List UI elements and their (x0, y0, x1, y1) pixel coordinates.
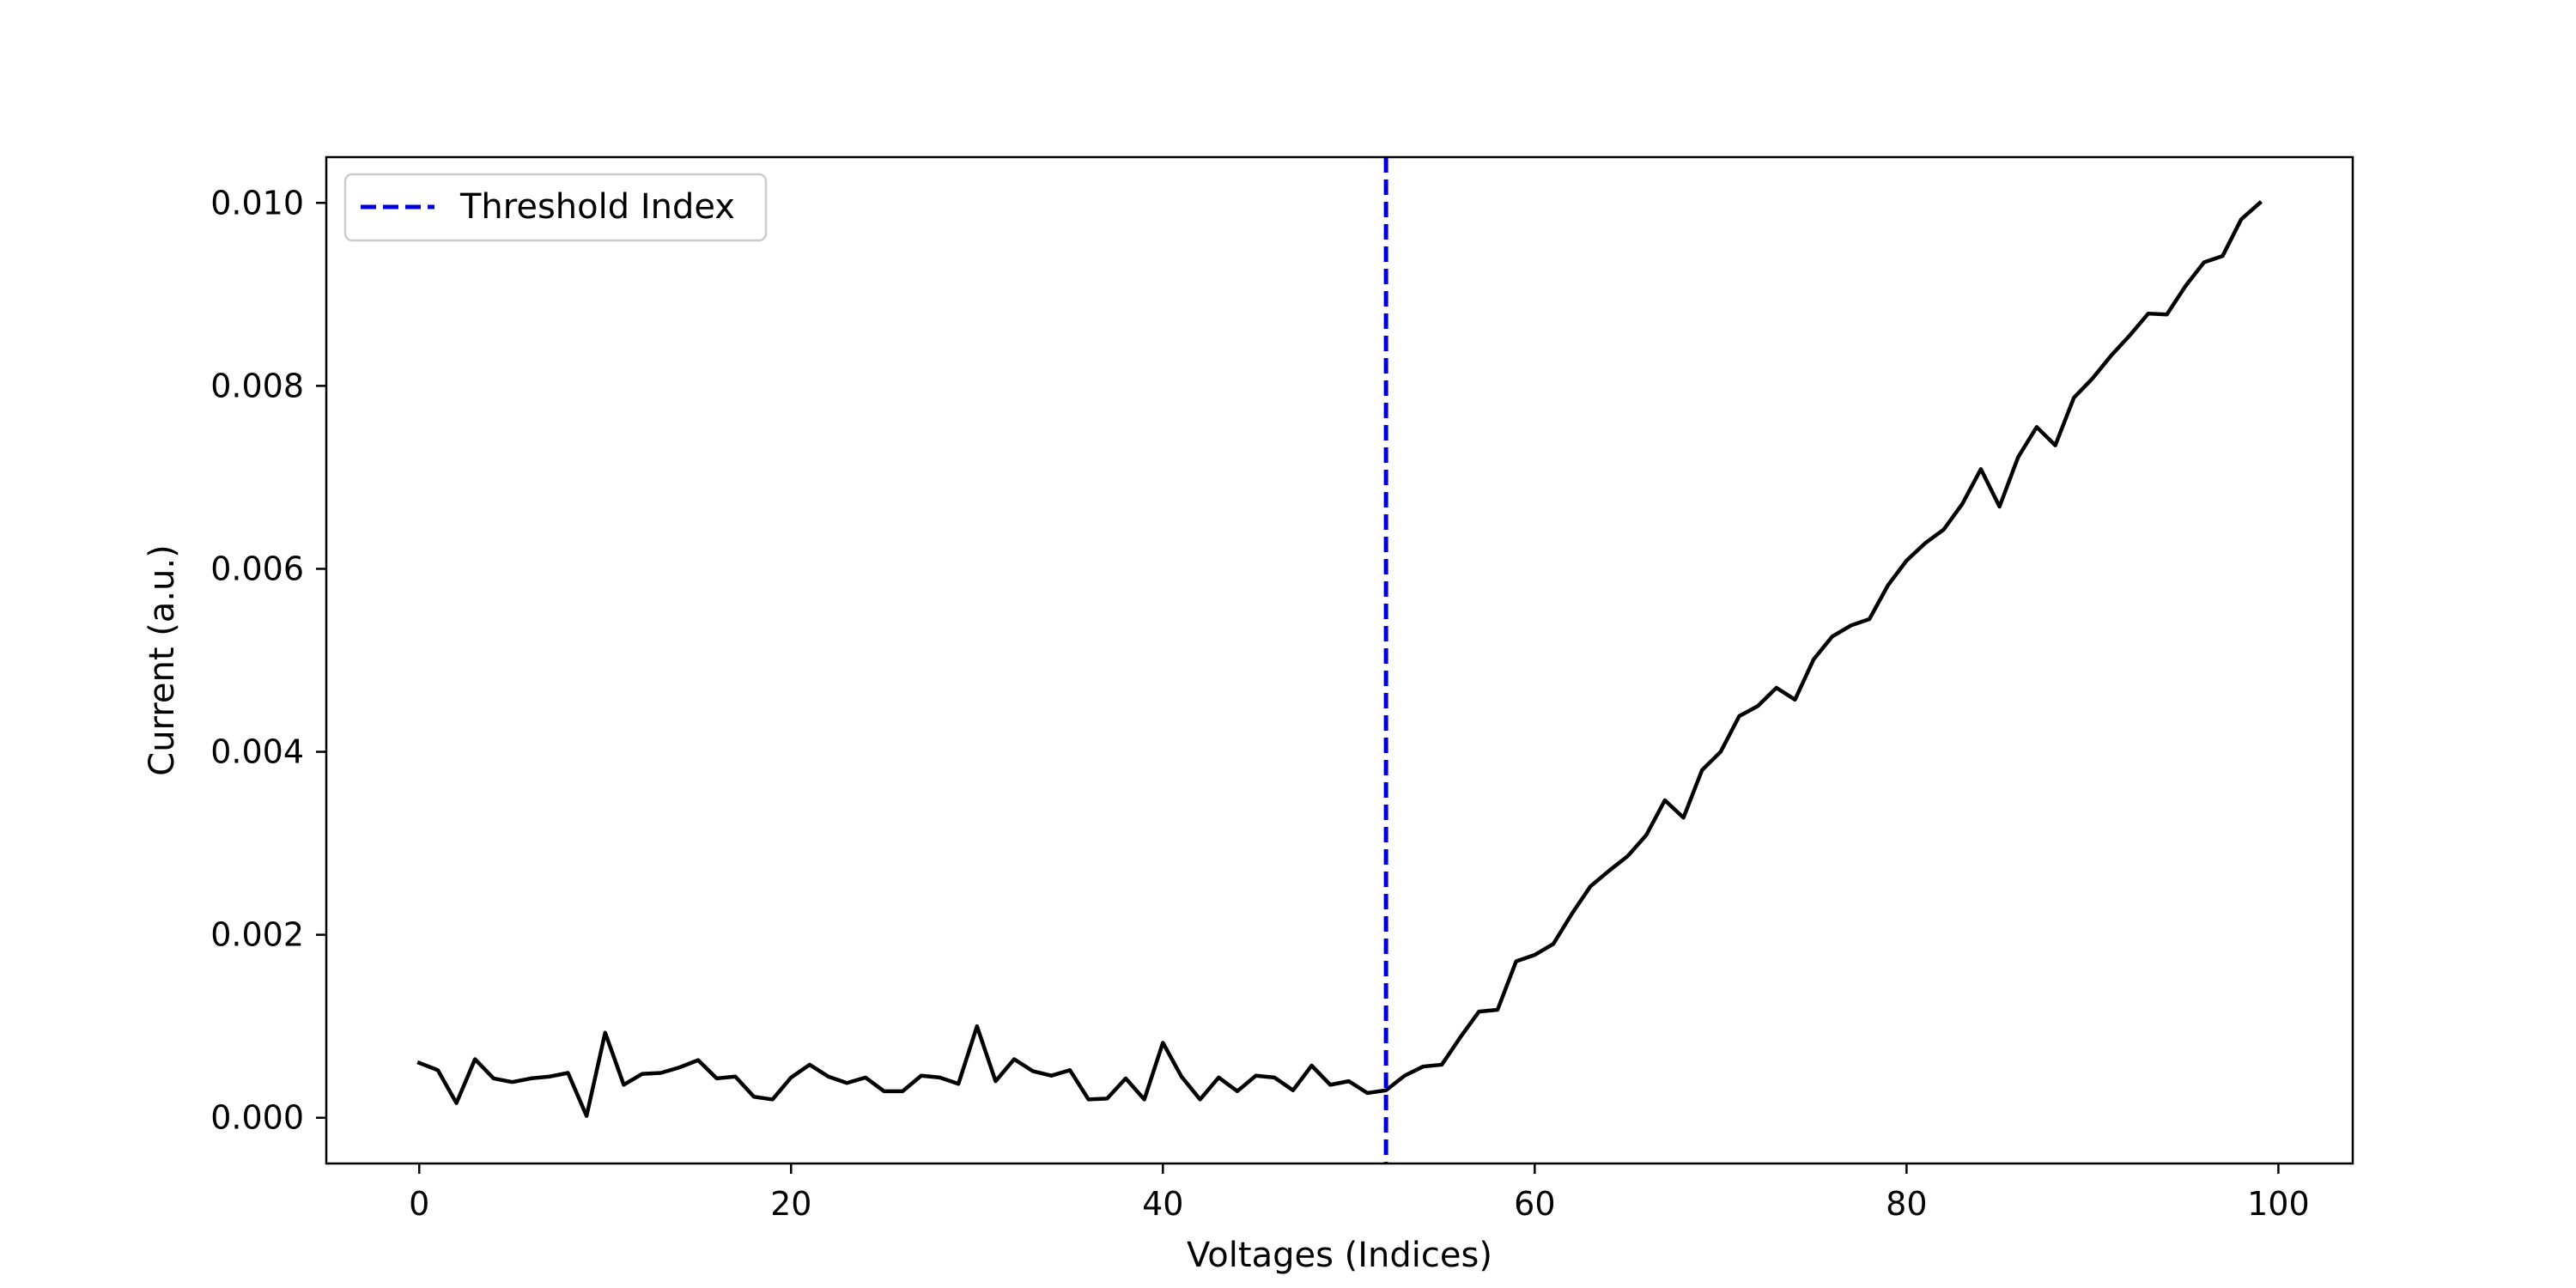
y-tick-label: 0.006 (210, 550, 304, 587)
y-tick-label: 0.010 (210, 184, 304, 222)
legend-label-threshold: Threshold Index (459, 187, 735, 227)
x-tick-label: 60 (1514, 1185, 1555, 1223)
y-tick-label: 0.004 (210, 733, 304, 771)
series-line-current (416, 200, 2263, 1118)
y-tick-label: 0.000 (210, 1099, 304, 1137)
x-tick-label: 80 (1886, 1185, 1927, 1223)
plot-area (416, 157, 2263, 1163)
legend-box (343, 173, 768, 242)
y-tick-label: 0.008 (210, 367, 304, 404)
x-axis-label: Voltages (Indices) (1187, 1236, 1492, 1275)
x-tick-label: 100 (2247, 1185, 2310, 1223)
x-tick-label: 0 (409, 1185, 429, 1223)
y-tick-label: 0.002 (210, 916, 304, 954)
x-tick-label: 40 (1142, 1185, 1183, 1223)
x-tick-label: 20 (770, 1185, 811, 1223)
axes-frame (325, 155, 2354, 1165)
y-axis-label: Current (a.u.) (143, 544, 182, 775)
axis-ticks: 0 20 40 60 80 100 0.000 0.002 0.004 0.006 0.008 0.0… (210, 184, 2309, 1223)
legend: Threshold Index (343, 173, 768, 242)
